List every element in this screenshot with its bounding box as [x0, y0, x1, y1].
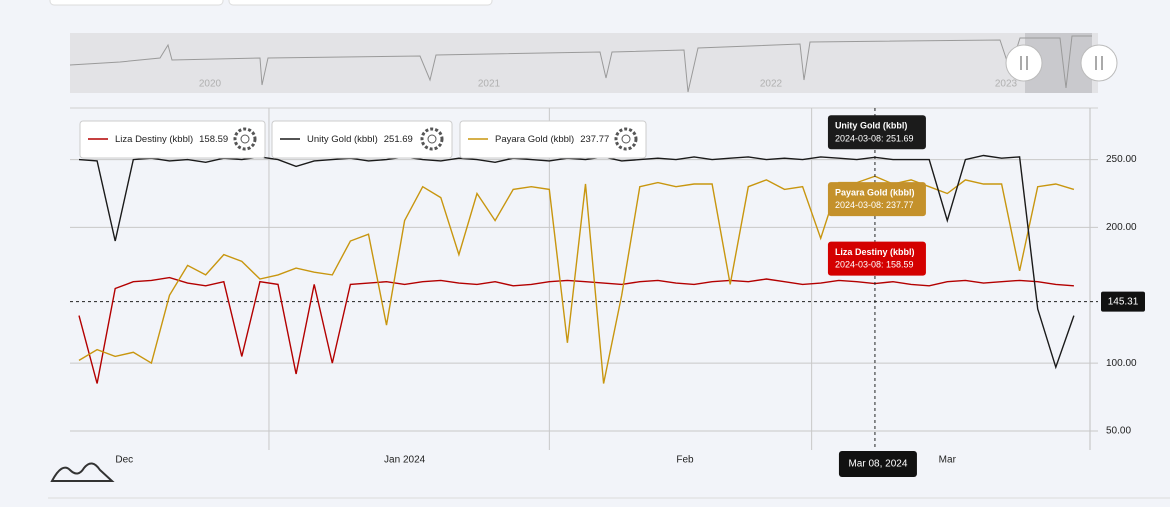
crosshair-label: Mar 08, 2024 [848, 459, 907, 470]
tooltip-value: 237.77 [886, 201, 914, 211]
tooltip-title: Payara Gold (kbbl) [835, 188, 915, 198]
settings-icon[interactable] [420, 127, 444, 151]
legend-value: 237.77 [580, 134, 609, 145]
tab[interactable] [228, 0, 493, 6]
tooltip-value: 251.69 [886, 134, 914, 144]
y-tick-label: 50.00 [1106, 426, 1131, 437]
handle-circle [1080, 44, 1118, 82]
tooltip-title: Unity Gold (kbbl) [835, 121, 908, 131]
tooltip-sep: : [881, 201, 886, 211]
tooltip-date: 2024-03-08 [835, 201, 881, 211]
navigator-year: 2021 [478, 79, 501, 90]
legend-box [271, 120, 453, 159]
series-line [78, 175, 1075, 384]
legend-box [459, 120, 647, 159]
reference-label: 145.31 [1108, 296, 1139, 307]
tooltip: Payara Gold (kbbl) 2024-03-08: 237.77 [827, 182, 926, 217]
x-tick-label: Dec [115, 455, 133, 466]
reference-tag [1101, 291, 1145, 312]
tooltip-text: 2024-03-08: 237.77 [835, 201, 914, 211]
series-line [78, 276, 1074, 384]
settings-icon[interactable] [614, 127, 638, 151]
legend-box [79, 120, 266, 159]
y-tick-label: 100.00 [1106, 358, 1137, 369]
logo-icon [50, 462, 115, 482]
tooltip-title: Liza Destiny (kbbl) [835, 247, 915, 257]
tooltip-box [827, 241, 926, 276]
tooltip-value: 158.59 [886, 260, 914, 270]
tooltip-sep: : [881, 260, 886, 270]
navigator [69, 33, 1098, 93]
settings-icon[interactable] [233, 127, 257, 151]
legend-item[interactable]: Unity Gold (kbbl) 251.69 [271, 120, 453, 159]
tooltip-box [827, 182, 926, 217]
handle-circle [1005, 44, 1043, 82]
settings-icon-inner [240, 134, 250, 144]
legend-item[interactable]: Liza Destiny (kbbl) 158.59 [79, 120, 266, 159]
tooltip-box [827, 115, 926, 150]
legend-item[interactable]: Payara Gold (kbbl) 237.77 [459, 120, 647, 159]
plot-area [70, 108, 1098, 450]
crosshair-tag [838, 451, 917, 477]
y-tick-label: 250.00 [1106, 154, 1137, 165]
tooltip-sep: : [881, 134, 886, 144]
navigator-handle[interactable] [1005, 44, 1043, 82]
settings-icon-inner [621, 134, 631, 144]
legend-text: Unity Gold (kbbl) 251.69 [307, 134, 413, 145]
legend-name: Payara Gold (kbbl) [495, 134, 574, 145]
settings-icon-inner [427, 134, 437, 144]
tooltip: Unity Gold (kbbl) 2024-03-08: 251.69 [827, 115, 926, 150]
legend-text: Liza Destiny (kbbl) 158.59 [115, 134, 228, 145]
series-line [78, 154, 1075, 370]
navigator-handle[interactable] [1080, 44, 1118, 82]
legend-name: Unity Gold (kbbl) [307, 134, 378, 145]
legend-text: Payara Gold (kbbl) 237.77 [495, 134, 609, 145]
navigator-year: 2020 [199, 79, 222, 90]
tooltip-date: 2024-03-08 [835, 134, 881, 144]
tooltip-text: 2024-03-08: 158.59 [835, 260, 914, 270]
logo [50, 462, 115, 482]
tooltip-date: 2024-03-08 [835, 260, 881, 270]
navigator-bg [70, 33, 1098, 93]
navigator-year: 2023 [995, 79, 1018, 90]
navigator-year: 2022 [760, 79, 783, 90]
tooltip-text: 2024-03-08: 251.69 [835, 134, 914, 144]
y-tick-label: 200.00 [1106, 222, 1137, 233]
x-tick-label: Jan 2024 [384, 455, 426, 466]
x-tick-label: Feb [676, 455, 694, 466]
legend-name: Liza Destiny (kbbl) [115, 134, 193, 145]
legend-value: 251.69 [384, 134, 413, 145]
legend-value: 158.59 [199, 134, 228, 145]
tab[interactable] [49, 0, 224, 6]
tooltip: Liza Destiny (kbbl) 2024-03-08: 158.59 [827, 241, 926, 276]
x-tick-label: Mar [939, 455, 957, 466]
